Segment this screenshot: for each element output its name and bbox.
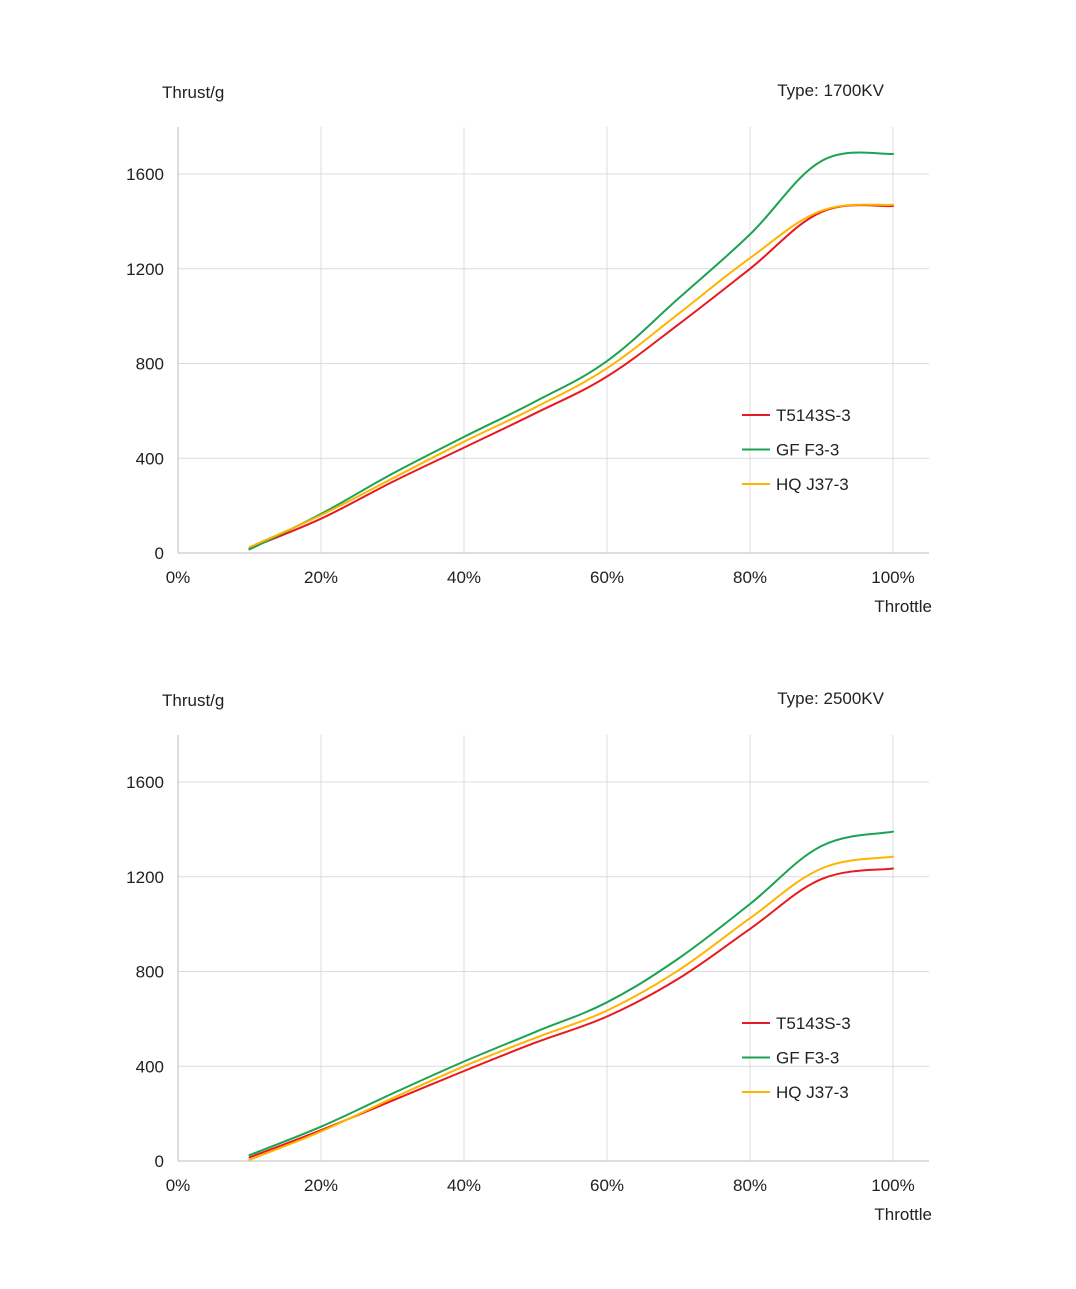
series-line-hq-j37-3 [248,855,894,1161]
x-tick-label: 60% [590,1176,624,1195]
motor-type-label: Type: 2500KV [777,689,884,708]
legend-label: GF F3-3 [776,441,839,460]
x-tick-label: 100% [871,1176,914,1195]
x-tick-label: 0% [166,568,191,587]
chart-panel-1700kv: 0 400 800 1200 1600 0% 20% 40% 60% 80% 100% Thrust/… [0,0,1076,616]
x-tick-label: 80% [733,1176,767,1195]
motor-type-label: Type: 1700KV [777,81,884,100]
series-line-t5143s-3 [248,867,894,1159]
series-line-gf-f3-3 [248,830,894,1157]
x-tick-label: 100% [871,568,914,587]
x-axis-title: Throttle [874,1205,932,1224]
x-tick-label: 40% [447,1176,481,1195]
y-tick-label: 0 [155,544,164,563]
x-axis-title: Throttle [874,597,932,616]
y-tick-label: 0 [155,1152,164,1171]
x-tick-label: 60% [590,568,624,587]
thrust-chart-2500kv: 0 400 800 1200 1600 0% 20% 40% 60% 80% 100% Thrust/… [126,689,932,1224]
legend-label: T5143S-3 [776,1014,851,1033]
series-line-gf-f3-3 [248,151,894,551]
legend-label: HQ J37-3 [776,475,849,494]
y-tick-label: 1600 [126,773,164,792]
series-line-t5143s-3 [248,204,894,550]
chart-panel-2500kv: 0 400 800 1200 1600 0% 20% 40% 60% 80% 100% Thrust/… [0,608,1076,1224]
y-tick-label: 1200 [126,868,164,887]
y-tick-label: 800 [136,355,164,374]
y-tick-label: 400 [136,1057,164,1076]
legend-label: T5143S-3 [776,406,851,425]
y-tick-label: 800 [136,963,164,982]
y-tick-label: 1200 [126,260,164,279]
x-tick-label: 0% [166,1176,191,1195]
legend-label: GF F3-3 [776,1049,839,1068]
x-tick-label: 20% [304,1176,338,1195]
series-line-hq-j37-3 [248,203,894,549]
x-tick-label: 20% [304,568,338,587]
y-tick-label: 1600 [126,165,164,184]
y-axis-title: Thrust/g [162,691,224,710]
thrust-chart-1700kv: 0 400 800 1200 1600 0% 20% 40% 60% 80% 100% Thrust/… [126,81,932,616]
x-tick-label: 40% [447,568,481,587]
y-tick-label: 400 [136,449,164,468]
legend-label: HQ J37-3 [776,1083,849,1102]
y-axis-title: Thrust/g [162,83,224,102]
x-tick-label: 80% [733,568,767,587]
